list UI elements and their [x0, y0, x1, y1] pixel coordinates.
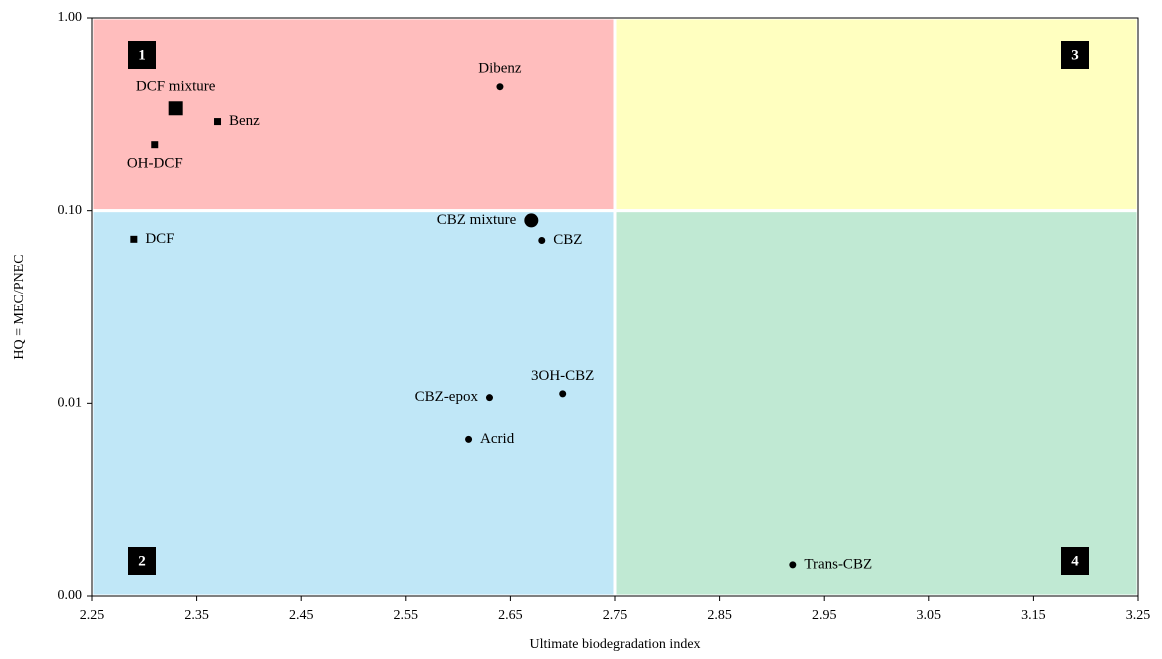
point [559, 390, 567, 398]
quadrant-badge [128, 547, 156, 575]
point-label: OH-DCF [127, 156, 183, 172]
x-tick-label: 2.35 [184, 608, 209, 623]
point [496, 83, 504, 91]
point [151, 141, 159, 149]
x-tick-label: 2.65 [498, 608, 523, 623]
quadrant [90, 209, 617, 598]
point-label: 3OH-CBZ [531, 368, 594, 384]
quadrant [613, 209, 1140, 598]
point-label: CBZ mixture [437, 212, 517, 228]
x-tick-label: 2.95 [812, 608, 837, 623]
point-label: Trans-CBZ [804, 556, 872, 572]
quadrant-label: 4 [1071, 553, 1079, 569]
point-label: DCF [145, 231, 174, 247]
x-tick-label: 2.75 [603, 608, 628, 623]
quadrant-badge [128, 41, 156, 69]
x-tick-label: 3.15 [1021, 608, 1046, 623]
point [465, 435, 473, 443]
point-label: CBZ-epox [415, 389, 479, 405]
point-label: Benz [229, 113, 260, 129]
y-tick-label: 0.00 [58, 588, 83, 603]
point-label: Dibenz [478, 61, 522, 77]
x-tick-label: 2.85 [707, 608, 732, 623]
y-tick-label: 1.00 [58, 10, 83, 25]
point [168, 101, 183, 116]
point [524, 213, 539, 228]
point-label: DCF mixture [136, 79, 216, 95]
y-tick-label: 0.10 [58, 203, 83, 218]
y-axis-title: HQ = MEC/PNEC [12, 254, 27, 359]
point [485, 394, 493, 402]
quadrant-label: 2 [138, 553, 146, 569]
x-tick-label: 3.05 [917, 608, 942, 623]
point [538, 237, 546, 245]
quadrant-badge [1061, 41, 1089, 69]
point-label: CBZ [553, 232, 582, 248]
quadrant [613, 16, 1140, 213]
quadrant-label: 1 [138, 47, 146, 63]
quadrant-label: 3 [1071, 47, 1079, 63]
point [214, 118, 222, 126]
x-tick-label: 2.25 [80, 608, 105, 623]
y-tick-label: 0.01 [58, 396, 83, 411]
quadrant-badge [1061, 547, 1089, 575]
x-tick-label: 2.55 [394, 608, 419, 623]
point [789, 561, 797, 569]
x-axis-title: Ultimate biodegradation index [529, 637, 700, 652]
point-label: Acrid [480, 431, 515, 447]
x-tick-label: 3.25 [1126, 608, 1151, 623]
x-tick-label: 2.45 [289, 608, 314, 623]
point [130, 235, 138, 243]
